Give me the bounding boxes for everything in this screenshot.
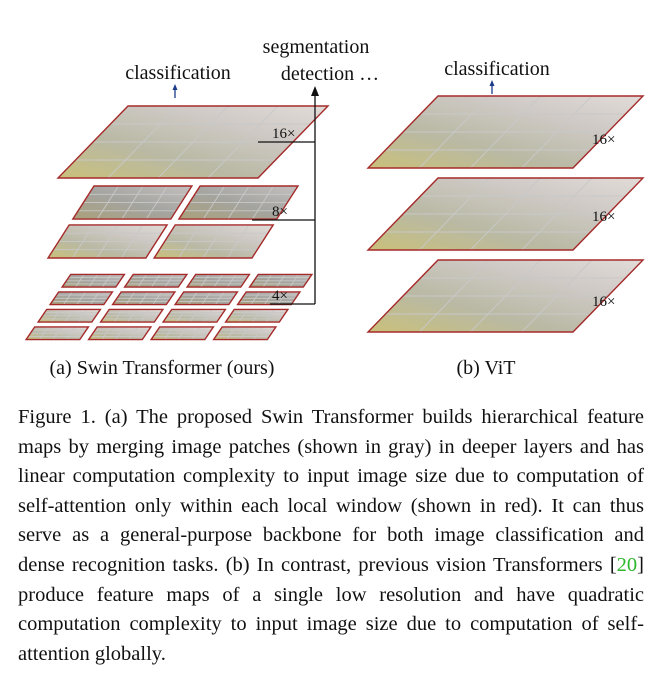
swin-4x-window-patch-line	[90, 291, 100, 305]
vit-map-3-border	[366, 259, 645, 333]
swin-4x-window-border	[123, 273, 189, 288]
vit-map-2-border	[366, 177, 645, 251]
swin-4x-window-border	[99, 308, 165, 323]
swin-panel-caption: (a) Swin Transformer (ours)	[50, 357, 275, 379]
swin-4x-window-border	[60, 273, 126, 288]
vit-scale-label-1: 16×	[592, 132, 615, 148]
swin-16x-border	[56, 105, 330, 179]
swin-4x-window-patch-line	[128, 326, 138, 340]
swin-4x-window-border	[24, 326, 90, 341]
swin-8x-window-border	[71, 185, 194, 220]
swin-4x-window-patch-line	[152, 291, 162, 305]
vit-stage-3-map	[366, 259, 645, 333]
vit-panel-caption: (b) ViT	[457, 357, 516, 379]
swin-8x-window-patch-line	[227, 224, 250, 259]
citation-close-bracket: ]	[637, 553, 644, 576]
swin-4x-window-border	[111, 291, 177, 306]
swin-4x-window-patch-line	[215, 291, 225, 305]
swin-8x-window-patch-line	[252, 185, 274, 220]
vit-stage-1-map	[366, 95, 645, 169]
swin-4x-window-border	[161, 308, 227, 323]
swin-classification-arrow-icon	[172, 84, 178, 98]
caption-lead: Figure 1. (a) The proposed Swin Transfor…	[18, 406, 644, 576]
swin-4x-window-border	[36, 308, 102, 323]
segmentation-label: segmentation	[263, 36, 370, 58]
swin-4x-window-patch-line	[203, 309, 213, 323]
swin-scale-label-8x: 8×	[272, 204, 288, 220]
swin-4x-window-patch-line	[164, 274, 174, 288]
swin-4x-window-patch-line	[66, 326, 76, 340]
vit-classification-arrow-icon	[489, 80, 495, 94]
swin-8x-window-patch-line	[145, 185, 168, 220]
swin-4x-window-border	[87, 326, 153, 341]
figure-caption: Figure 1. (a) The proposed Swin Transfor…	[18, 403, 644, 669]
swin-4x-window-patch-line	[227, 274, 237, 288]
figure-diagram: classification segmentation detection … …	[24, 36, 645, 379]
swin-8x-window-border	[177, 185, 300, 220]
swin-4x-window-border	[224, 308, 290, 323]
swin-connectors	[252, 94, 316, 305]
citation-link[interactable]: [20]	[610, 554, 644, 576]
swin-8x-window-border	[152, 224, 275, 259]
swin-4x-window-border	[173, 291, 239, 306]
swin-stage-8x-map	[46, 185, 300, 259]
swin-classification-label: classification	[125, 62, 231, 84]
vit-map-2-patch-line	[521, 177, 593, 251]
swin-4x-window-patch-line	[78, 309, 88, 323]
swin-4x-window-patch-line	[265, 309, 275, 323]
vit-classification-label: classification	[444, 58, 550, 80]
vit-scale-label-2: 16×	[592, 209, 615, 225]
swin-scale-label-4x: 4×	[272, 288, 288, 304]
swin-4x-window-patch-line	[191, 326, 201, 340]
swin-4x-window-border	[149, 326, 215, 341]
arrow-up-icon	[311, 86, 319, 96]
swin-4x-window-border	[248, 273, 314, 288]
swin-4x-window-patch-line	[277, 291, 287, 305]
swin-4x-window-border	[212, 326, 278, 341]
swin-4x-window-border	[48, 291, 114, 306]
vit-map-1-border	[366, 95, 645, 169]
swin-stage-4x-map	[24, 273, 314, 341]
detection-label: detection …	[281, 63, 379, 85]
vit-stage-2-map	[366, 177, 645, 251]
swin-8x-window-border	[46, 224, 169, 259]
swin-4x-window-patch-line	[289, 274, 299, 288]
citation-open-bracket: [	[609, 553, 617, 576]
swin-4x-window-patch-line	[140, 309, 150, 323]
citation-number: 20	[616, 553, 638, 576]
swin-16x-patch-line	[207, 105, 279, 179]
vit-scale-label-3: 16×	[592, 294, 615, 310]
swin-4x-window-patch-line	[102, 274, 112, 288]
caption-tail: produce feature maps of a single low res…	[18, 583, 644, 665]
swin-scale-label-16x: 16×	[272, 126, 295, 142]
swin-4x-window-border	[185, 273, 251, 288]
vit-map-1-patch-line	[521, 95, 593, 169]
vit-map-3-patch-line	[521, 259, 593, 333]
swin-8x-window-patch-line	[121, 224, 143, 259]
swin-4x-window-patch-line	[253, 326, 263, 340]
